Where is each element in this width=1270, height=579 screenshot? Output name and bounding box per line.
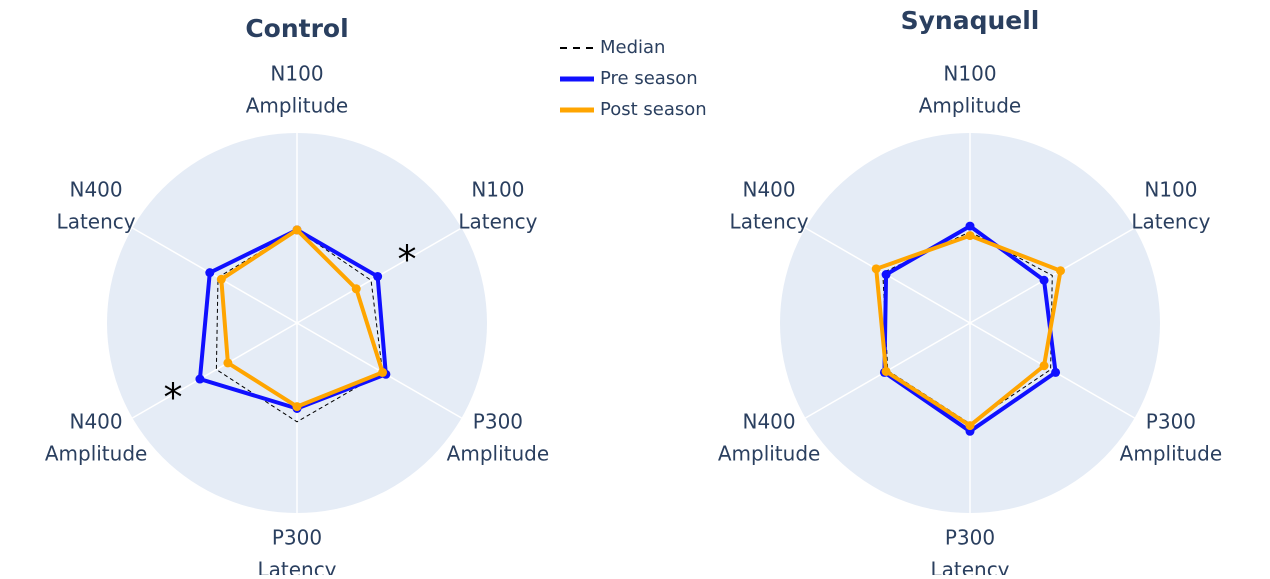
- annotation: *: [164, 376, 183, 420]
- category-label: N400: [743, 178, 796, 202]
- category-label: N100: [943, 62, 996, 86]
- series-marker: [378, 367, 388, 377]
- series-marker: [292, 225, 302, 235]
- category-label: P300: [272, 526, 322, 550]
- category-label: Amplitude: [1120, 442, 1223, 466]
- series-marker: [223, 358, 233, 368]
- category-label: P300: [945, 526, 995, 550]
- category-label: Amplitude: [45, 442, 148, 466]
- category-label: Latency: [57, 210, 136, 234]
- series-marker: [965, 221, 975, 231]
- spoke: [132, 227, 298, 324]
- series-marker: [1051, 367, 1061, 377]
- series-marker: [871, 264, 881, 274]
- series-marker: [965, 421, 975, 431]
- series-marker: [373, 271, 383, 281]
- annotation: *: [398, 238, 417, 282]
- category-label: Latency: [257, 558, 336, 576]
- series-marker: [1055, 266, 1065, 276]
- series-marker: [195, 374, 205, 384]
- series-marker: [292, 402, 302, 412]
- category-label: N400: [743, 410, 796, 434]
- series-marker: [881, 366, 891, 376]
- category-label: N100: [270, 62, 323, 86]
- series-marker: [1039, 275, 1049, 285]
- series-marker: [881, 270, 891, 280]
- category-label: Latency: [1131, 210, 1210, 234]
- category-label: N100: [471, 178, 524, 202]
- category-label: P300: [473, 410, 523, 434]
- chart-title: Synaquell: [901, 6, 1040, 35]
- category-label: Amplitude: [718, 442, 821, 466]
- category-label: Amplitude: [919, 94, 1022, 118]
- category-label: Latency: [730, 210, 809, 234]
- category-label: N400: [70, 178, 123, 202]
- category-label: N400: [70, 410, 123, 434]
- category-label: Amplitude: [447, 442, 550, 466]
- category-label: P300: [1146, 410, 1196, 434]
- legend-label: Post season: [600, 99, 707, 120]
- spoke: [132, 322, 298, 419]
- category-label: Amplitude: [246, 94, 349, 118]
- series-marker: [205, 268, 215, 278]
- chart-title: Control: [245, 14, 348, 43]
- legend-label: Pre season: [600, 68, 698, 89]
- series-marker: [965, 231, 975, 241]
- series-marker: [1039, 361, 1049, 371]
- category-label: N100: [1144, 178, 1197, 202]
- series-line: [882, 231, 1053, 425]
- legend-label: Median: [600, 37, 665, 58]
- category-label: Latency: [458, 210, 537, 234]
- series-marker: [216, 274, 226, 284]
- category-label: Latency: [930, 558, 1009, 576]
- series-marker: [351, 284, 361, 294]
